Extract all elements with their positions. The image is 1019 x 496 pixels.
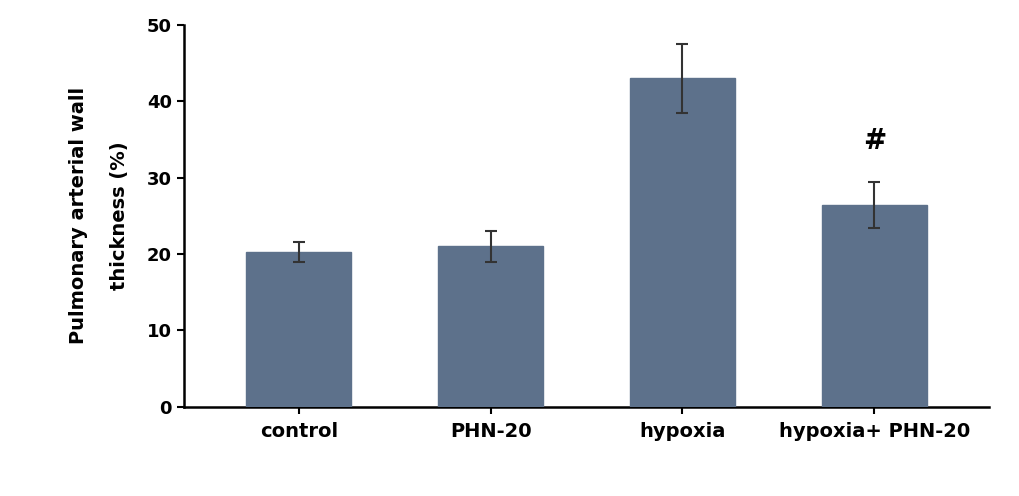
Text: *: * [675,0,689,9]
Text: #: # [862,127,886,155]
Bar [820,205,926,407]
Text: Pulmonary arterial wall: Pulmonary arterial wall [69,87,89,344]
Bar [629,78,735,407]
Text: thickness (%): thickness (%) [109,141,128,290]
Bar [437,247,543,407]
Bar [246,252,352,407]
